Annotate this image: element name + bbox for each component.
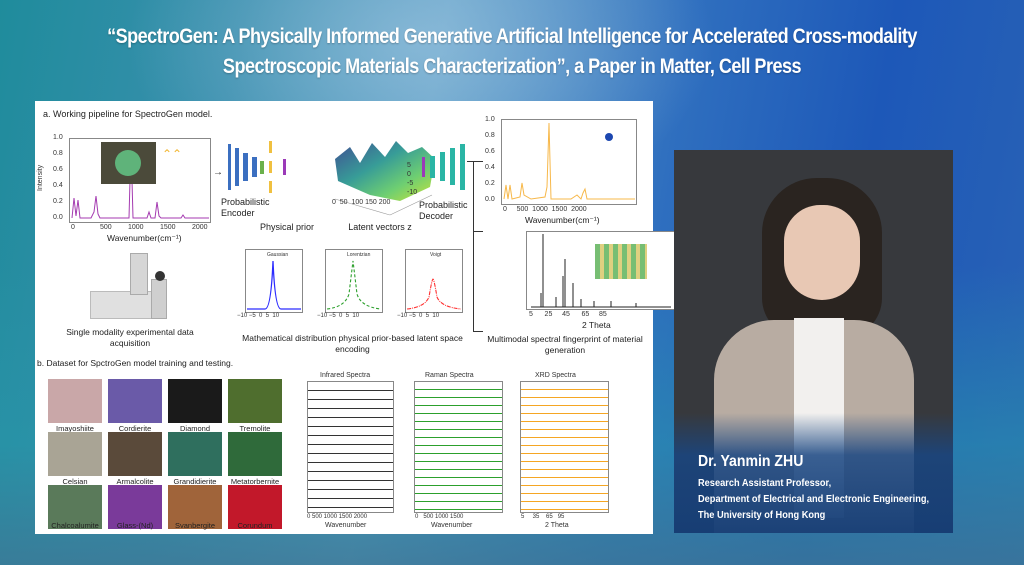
profile-role: Research Assistant Professor, (698, 477, 832, 489)
distribution-caption: Mathematical distribution physical prior… (242, 333, 463, 354)
decoder-label: Probabilistic Decoder (419, 200, 468, 221)
input-xlabel: Wavenumber(cm⁻¹) (107, 233, 182, 243)
output-raman-line (503, 122, 635, 200)
profile-photo-card: Dr. Yanmin ZHU Research Assistant Profes… (674, 150, 953, 533)
crystal-structure-image (595, 244, 647, 279)
sample-photo (101, 142, 156, 184)
profile-department: Department of Electrical and Electronic … (698, 493, 930, 505)
bio-overlay (674, 413, 953, 533)
title-line-2: Spectroscopic Materials Characterization… (222, 55, 802, 78)
molecule-icon: ⌃⌃ (162, 147, 183, 161)
output-caption: Multimodal spectral fingerprint of mater… (487, 334, 643, 355)
microscope-caption: Single modality experimental data acquis… (66, 327, 194, 348)
output-xrd-bars (531, 234, 671, 308)
section-a-heading: a. Working pipeline for SpectroGen model… (43, 109, 213, 119)
latent-surface-plot (334, 141, 435, 216)
page-title: “SpectroGen: A Physically Informed Gener… (72, 22, 953, 82)
encoder-label: Probabilistic Encoder (221, 197, 270, 218)
physical-prior-label: Physical prior (259, 222, 315, 232)
molecule-vibration-icon (605, 133, 613, 141)
title-line-1: “SpectroGen: A Physically Informed Gener… (107, 25, 917, 48)
latent-label: Latent vectors z (348, 222, 412, 232)
profile-university: The University of Hong Kong (698, 509, 826, 521)
profile-name: Dr. Yanmin ZHU (698, 453, 804, 470)
arrow-icon: → (213, 167, 223, 178)
figure-panel: a. Working pipeline for SpectroGen model… (35, 101, 677, 534)
section-b-heading: b. Dataset for SpctroGen model training … (37, 358, 234, 368)
